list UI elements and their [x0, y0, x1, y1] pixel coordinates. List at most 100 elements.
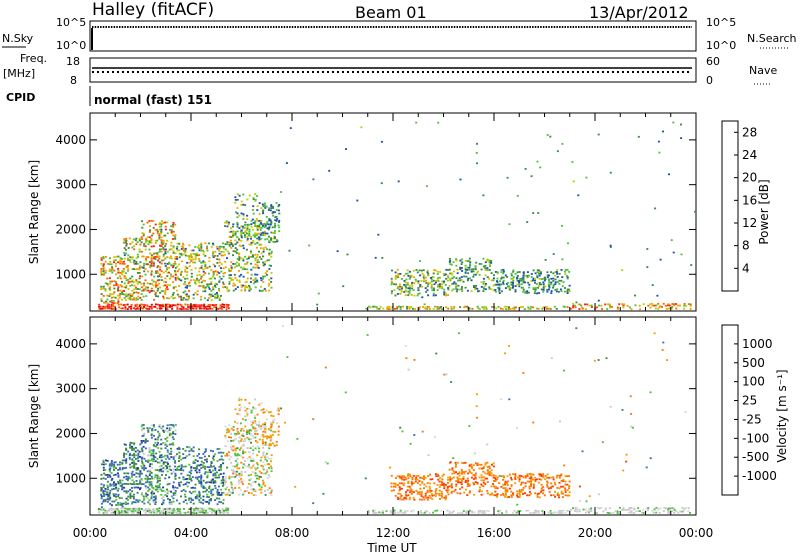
range-gate-cell [239, 447, 242, 449]
range-gate-cell [256, 467, 259, 469]
range-gate-cell [240, 286, 243, 288]
range-gate-cell [220, 254, 223, 257]
range-gate-cell [212, 493, 215, 496]
range-gate-cell [387, 308, 390, 310]
range-gate-cell [226, 225, 229, 228]
range-gate-cell [272, 421, 275, 424]
range-gate-cell [457, 279, 459, 282]
range-gate-cell [106, 501, 109, 503]
range-gate-cell [184, 512, 187, 514]
range-gate-cell [214, 255, 216, 257]
range-gate-cell [269, 223, 272, 226]
range-gate-cell [232, 284, 235, 287]
range-gate-cell [500, 276, 503, 279]
range-gate-cell [172, 292, 175, 294]
range-gate-cell [259, 222, 262, 224]
range-gate-cell [108, 464, 111, 467]
range-gate-cell [270, 231, 273, 234]
range-gate-cell [426, 305, 429, 308]
range-gate-cell [222, 491, 225, 494]
range-gate-cell [203, 303, 206, 306]
range-gate-cell [172, 497, 175, 500]
range-gate-cell [242, 232, 245, 234]
range-gate-cell [242, 432, 245, 435]
range-gate-cell [494, 478, 497, 481]
range-gate-cell [133, 284, 136, 287]
range-gate-cell [135, 286, 137, 289]
range-gate-cell [164, 290, 167, 292]
range-gate-cell [452, 510, 455, 513]
range-gate-cell [270, 425, 273, 428]
range-gate-cell [154, 306, 157, 308]
range-gate-cell [230, 427, 233, 430]
range-gate-cell [152, 226, 155, 229]
range-gate-cell [116, 489, 119, 492]
range-gate-cell [488, 472, 491, 475]
range-gate-cell [164, 248, 167, 251]
range-gate-cell [238, 472, 241, 475]
range-gate-cell [517, 511, 520, 514]
range-gate-cell [208, 501, 211, 504]
range-gate-cell [266, 238, 269, 240]
range-gate-cell [124, 510, 127, 513]
range-gate-cell [482, 257, 485, 260]
range-gate-cell [202, 487, 205, 489]
range-gate-cell [198, 448, 201, 451]
range-gate-cell [268, 278, 271, 281]
range-gate-cell [248, 451, 251, 453]
range-gate-cell [432, 292, 435, 295]
range-gate-cell [258, 225, 261, 228]
range-gate-cell [188, 490, 191, 493]
range-gate-cell [262, 483, 265, 486]
range-gate-cell [184, 456, 187, 459]
range-gate-cell [174, 252, 177, 255]
range-gate-cell [270, 272, 273, 274]
range-gate-cell [124, 511, 127, 514]
range-gate-cell [158, 282, 161, 285]
range-gate-cell [252, 198, 255, 201]
beam-title: Beam 01 [355, 3, 427, 22]
colorbar-tick-label: 24 [742, 148, 757, 162]
range-gate-cell [224, 445, 227, 447]
range-gate-cell [450, 306, 453, 308]
range-gate-cell [396, 306, 399, 308]
range-gate-cell [345, 148, 347, 150]
range-gate-cell [461, 261, 464, 264]
range-gate-cell [168, 266, 171, 269]
range-gate-cell [398, 489, 401, 492]
range-gate-cell [150, 264, 153, 267]
range-gate-cell [209, 307, 212, 310]
range-gate-cell [400, 287, 403, 290]
range-gate-cell [208, 471, 211, 473]
range-gate-cell [494, 271, 497, 273]
range-gate-cell [130, 511, 133, 514]
range-gate-cell [132, 238, 135, 241]
range-gate-cell [143, 264, 145, 267]
range-gate-cell [284, 421, 286, 424]
range-gate-cell [427, 496, 430, 499]
range-gate-cell [154, 256, 157, 258]
range-gate-cell [130, 472, 133, 475]
range-gate-cell [399, 509, 402, 512]
range-gate-cell [630, 507, 633, 509]
range-gate-cell [226, 431, 228, 434]
range-gate-cell [258, 256, 261, 258]
range-gate-cell [239, 454, 242, 457]
range-gate-cell [270, 494, 273, 496]
range-gate-cell [222, 476, 225, 478]
range-gate-cell [203, 297, 206, 300]
range-gate-cell [434, 473, 437, 475]
range-gate-cell [245, 262, 248, 265]
range-gate-cell [504, 487, 507, 489]
range-gate-cell [568, 487, 570, 490]
range-gate-cell [224, 260, 227, 263]
range-gate-cell [103, 301, 106, 304]
range-gate-cell [146, 470, 149, 473]
range-gate-cell [236, 422, 239, 425]
range-gate-cell [262, 451, 265, 453]
range-gate-cell [256, 261, 259, 264]
range-gate-cell [536, 496, 539, 498]
range-gate-cell [219, 473, 222, 475]
range-gate-cell [678, 304, 681, 307]
range-gate-cell [146, 286, 149, 289]
